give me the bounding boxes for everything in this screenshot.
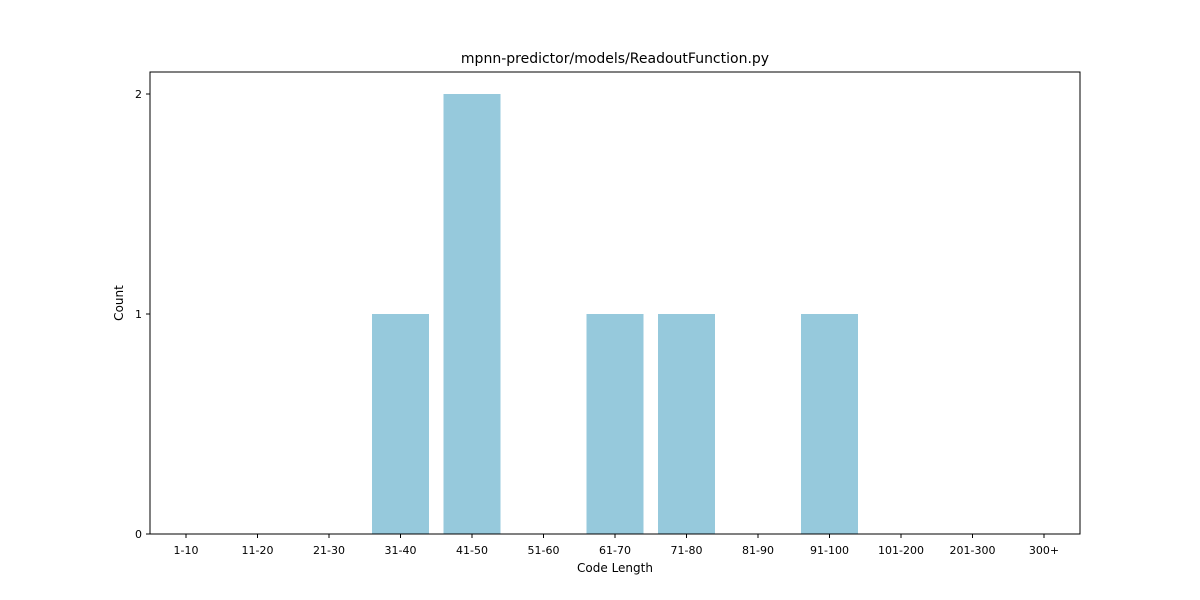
y-tick-label: 2 bbox=[135, 88, 142, 101]
bar-31-40 bbox=[372, 314, 429, 534]
x-axis-label: Code Length bbox=[577, 561, 653, 575]
x-axis-ticks: 1-10 11-20 21-30 31-40 41-50 51-60 61-70 71-80 8… bbox=[174, 534, 1059, 557]
x-tick-label: 101-200 bbox=[878, 544, 924, 557]
y-tick-label: 0 bbox=[135, 528, 142, 541]
y-axis-ticks: 0 1 2 bbox=[135, 88, 150, 541]
bar-41-50 bbox=[443, 94, 501, 534]
plot-frame bbox=[149, 71, 1081, 535]
x-tick-label: 91-100 bbox=[810, 544, 849, 557]
bar-91-100 bbox=[801, 314, 858, 534]
x-tick-label: 41-50 bbox=[456, 544, 488, 557]
x-tick-label: 11-20 bbox=[242, 544, 274, 557]
x-tick-label: 201-300 bbox=[950, 544, 996, 557]
x-tick-label: 31-40 bbox=[385, 544, 417, 557]
x-tick-label: 61-70 bbox=[599, 544, 631, 557]
x-tick-label: 71-80 bbox=[671, 544, 703, 557]
y-axis-label: Count bbox=[112, 285, 126, 321]
x-tick-label: 51-60 bbox=[528, 544, 560, 557]
bars-layer bbox=[372, 94, 858, 534]
x-tick-label: 300+ bbox=[1029, 544, 1059, 557]
x-tick-label: 1-10 bbox=[174, 544, 199, 557]
chart-title: mpnn-predictor/models/ReadoutFunction.py bbox=[461, 51, 769, 67]
x-tick-label: 21-30 bbox=[313, 544, 345, 557]
bar-61-70 bbox=[586, 314, 644, 534]
x-tick-label: 81-90 bbox=[742, 544, 774, 557]
y-tick-label: 1 bbox=[135, 308, 142, 321]
bar-71-80 bbox=[658, 314, 715, 534]
